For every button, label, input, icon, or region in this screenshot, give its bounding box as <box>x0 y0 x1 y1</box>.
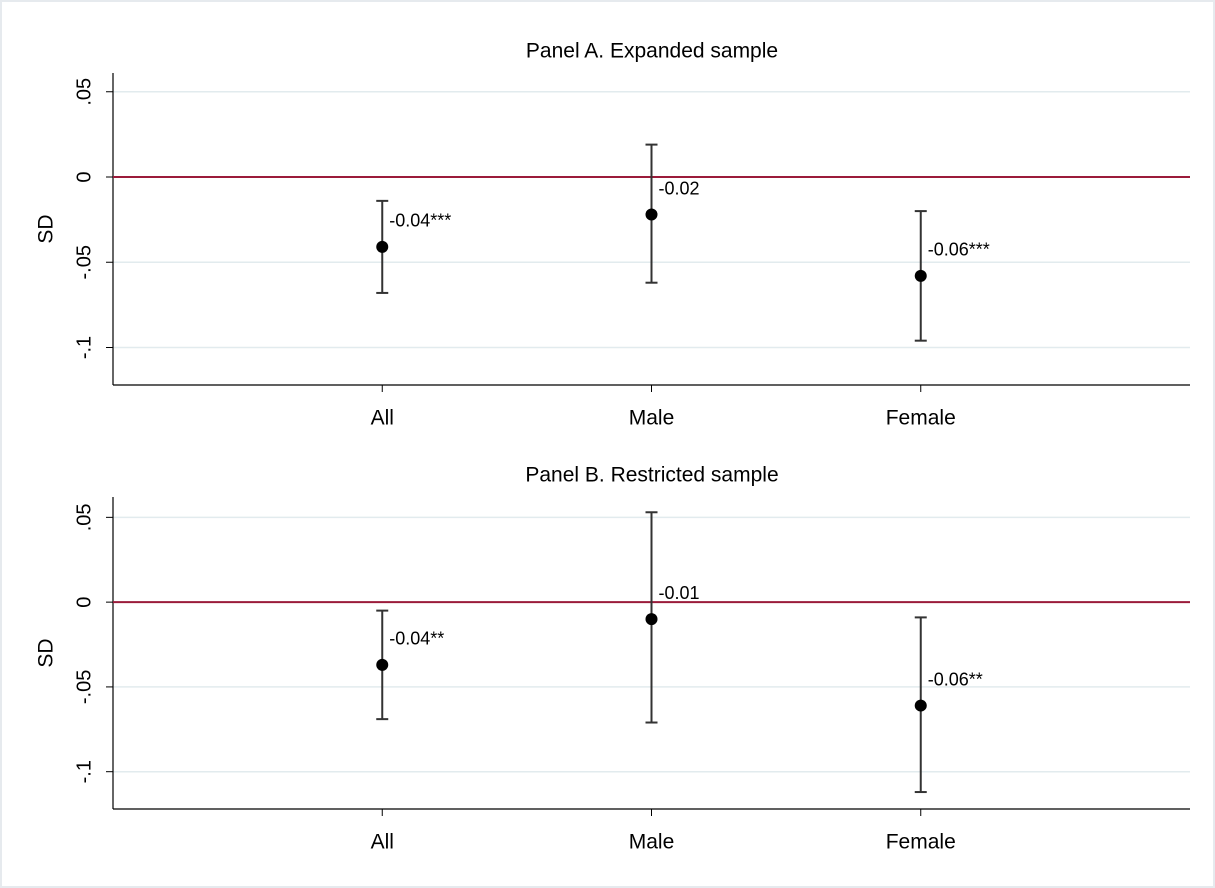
point <box>645 613 658 626</box>
value-label: -0.04*** <box>389 211 451 231</box>
y-tick-label: 0 <box>73 171 95 182</box>
y-tick-label: -.1 <box>73 760 95 783</box>
value-label: -0.04** <box>389 629 444 649</box>
value-label: -0.01 <box>659 583 700 603</box>
x-tick-label: All <box>371 831 394 854</box>
y-tick-label: 0 <box>73 597 95 608</box>
y-tick-label: -.1 <box>73 336 95 359</box>
value-label: -0.06** <box>928 669 983 689</box>
y-axis-title: SD <box>35 214 58 243</box>
x-tick-label: All <box>371 407 394 430</box>
value-label: -0.06*** <box>928 240 990 260</box>
panel-title: Panel A. Expanded sample <box>526 40 778 63</box>
point <box>376 658 389 671</box>
x-tick-label: Female <box>886 831 956 854</box>
y-tick-label: -.05 <box>73 670 95 704</box>
value-label: -0.02 <box>659 178 700 198</box>
y-tick-label: -.05 <box>73 245 95 279</box>
x-tick-label: Female <box>886 407 956 430</box>
x-tick-label: Male <box>629 407 675 430</box>
y-tick-label: .05 <box>73 503 95 531</box>
y-axis-title: SD <box>35 638 58 667</box>
point <box>914 269 927 282</box>
y-tick-label: .05 <box>73 78 95 106</box>
panel-title: Panel B. Restricted sample <box>525 464 778 487</box>
x-tick-label: Male <box>629 831 675 854</box>
point <box>914 699 927 712</box>
point <box>376 240 389 253</box>
point <box>645 208 658 221</box>
